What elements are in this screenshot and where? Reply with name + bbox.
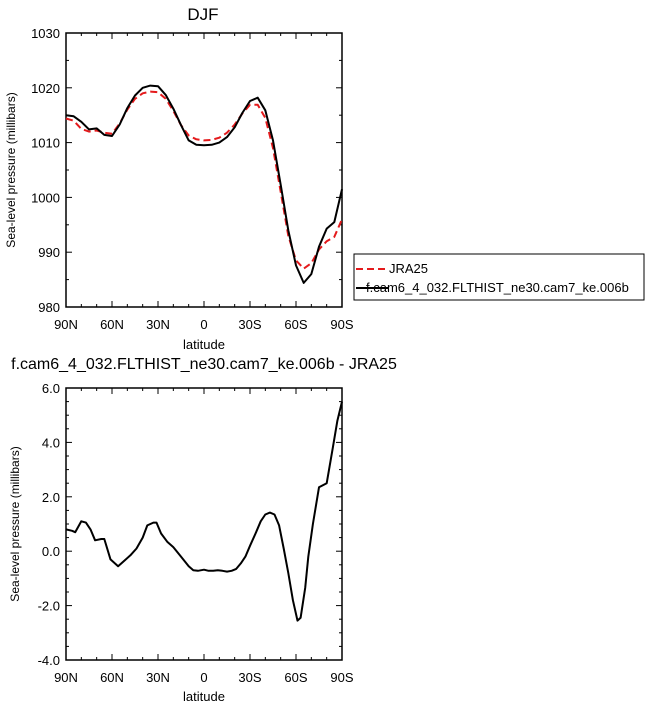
top-series-line-1	[65, 84, 343, 284]
top-y-tick-label: 990	[38, 245, 60, 260]
bottom-y-axis-label: Sea-level pressure (millibars)	[8, 446, 22, 601]
bottom-x-tick-label: 0	[200, 670, 207, 685]
top-x-axis-label: latitude	[183, 337, 225, 352]
top-y-tick-label: 1000	[31, 190, 60, 205]
bottom-axis-ticks: 90N 60N 30N 0 30S 60S 90S -4.0 -2.0 0.0 2.0 4.0 6.0	[38, 381, 354, 685]
bottom-y-tick-label: 4.0	[42, 435, 60, 450]
bottom-chart-title: f.cam6_4_032.FLTHIST_ne30.cam7_ke.006b -…	[11, 356, 397, 373]
legend: JRA25 f.cam6_4_032.FLTHIST_ne30.cam7_ke.…	[353, 253, 645, 301]
top-series-group	[65, 84, 343, 284]
bottom-y-tick-label: 0.0	[42, 544, 60, 559]
bottom-y-tick-label: 6.0	[42, 381, 60, 396]
bottom-panel: f.cam6_4_032.FLTHIST_ne30.cam7_ke.006b -…	[8, 356, 397, 704]
bottom-x-tick-label: 90S	[330, 670, 353, 685]
bottom-series-line-0	[65, 401, 343, 622]
top-panel: DJF 90N 60N 30N 0 30S 60S 90S 980 990 1000 1010 102…	[4, 5, 354, 352]
legend-label-jra25: JRA25	[389, 261, 428, 276]
top-x-tick-label: 90S	[330, 317, 353, 332]
top-x-tick-label: 60S	[284, 317, 307, 332]
bottom-x-axis-label: latitude	[183, 689, 225, 704]
top-y-tick-label: 1020	[31, 81, 60, 96]
top-x-tick-label: 30N	[146, 317, 170, 332]
top-x-tick-label: 0	[200, 317, 207, 332]
top-axis-ticks: 90N 60N 30N 0 30S 60S 90S 980 990 1000 1010 1020 103…	[31, 26, 354, 332]
top-series-line-0	[65, 90, 343, 270]
bottom-x-tick-label: 60N	[100, 670, 124, 685]
bottom-y-tick-label: -2.0	[38, 599, 60, 614]
top-x-tick-label: 60N	[100, 317, 124, 332]
bottom-x-tick-label: 60S	[284, 670, 307, 685]
top-chart-title: DJF	[187, 5, 218, 24]
top-y-axis-label: Sea-level pressure (millibars)	[4, 92, 18, 247]
top-x-tick-label: 90N	[54, 317, 78, 332]
top-y-tick-label: 1010	[31, 136, 60, 151]
bottom-y-tick-label: -4.0	[38, 653, 60, 668]
bottom-series-group	[65, 401, 343, 622]
legend-label-model: f.cam6_4_032.FLTHIST_ne30.cam7_ke.006b	[366, 280, 629, 295]
top-y-tick-label: 980	[38, 300, 60, 315]
bottom-plot-frame	[65, 387, 343, 661]
bottom-x-tick-label: 30N	[146, 670, 170, 685]
top-y-tick-label: 1030	[31, 26, 60, 41]
bottom-y-tick-label: 2.0	[42, 490, 60, 505]
top-x-tick-label: 30S	[238, 317, 261, 332]
bottom-x-tick-label: 90N	[54, 670, 78, 685]
bottom-x-tick-label: 30S	[238, 670, 261, 685]
legend-box	[353, 253, 645, 301]
